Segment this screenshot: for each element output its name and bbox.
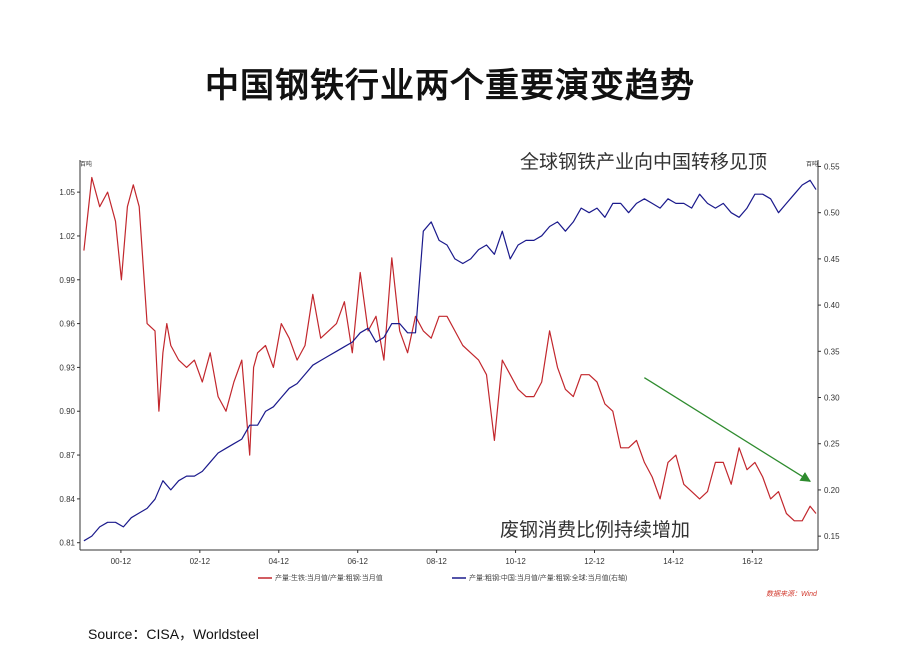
right-tick-label: 0.25	[824, 440, 840, 449]
left-tick-label: 1.05	[59, 188, 75, 197]
left-tick-label: 0.84	[59, 495, 75, 504]
series-line-pig-iron-ratio	[83, 176, 817, 522]
x-tick-label: 16-12	[742, 557, 763, 566]
trend-arrow	[644, 377, 811, 482]
x-tick-label: 00-12	[111, 557, 132, 566]
right-axis-ticks: 0.55 0.50 0.45 0.40 0.35 0.30 0.25 0.20 0.15	[818, 162, 840, 541]
x-tick-label: 06-12	[347, 557, 368, 566]
source-note: Source：CISA，Worldsteel	[88, 626, 259, 642]
left-axis-ticks: 1.05 1.02 0.99 0.96 0.93 0.90 0.87 0.84 0.81	[59, 188, 80, 548]
left-tick-label: 0.87	[59, 451, 75, 460]
right-tick-label: 0.50	[824, 209, 840, 218]
x-axis-ticks: 00-12 02-12 04-12 06-12 08-12 10-12 12-12 14-12…	[111, 550, 763, 566]
x-tick-label: 12-12	[584, 557, 605, 566]
right-tick-label: 0.35	[824, 347, 840, 356]
right-tick-label: 0.20	[824, 486, 840, 495]
left-tick-label: 0.93	[59, 363, 75, 372]
chart-axes	[79, 160, 819, 551]
x-tick-label: 10-12	[505, 557, 526, 566]
x-tick-label: 14-12	[663, 557, 684, 566]
page-title: 中国钢铁行业两个重要演变趋势	[205, 66, 695, 106]
right-axis-unit: 百吨	[806, 160, 818, 168]
x-tick-label: 04-12	[269, 557, 290, 566]
left-tick-label: 0.81	[59, 539, 75, 548]
right-tick-label: 0.30	[824, 394, 840, 403]
legend-label-left-series: 产量:生铁:当月值/产量:粗钢:当月值	[275, 573, 383, 582]
series-line-china-share	[83, 179, 817, 542]
annotation-bottom-right: 废钢消费比例持续增加	[500, 519, 690, 541]
x-tick-label: 02-12	[190, 557, 211, 566]
right-tick-label: 0.45	[824, 255, 840, 264]
legend-label-right-series: 产量:粗钢:中国:当月值/产量:粗钢:全球:当月值(右轴)	[469, 573, 627, 582]
left-tick-label: 0.90	[59, 407, 75, 416]
left-tick-label: 1.02	[59, 232, 75, 241]
left-tick-label: 0.96	[59, 320, 75, 329]
right-tick-label: 0.15	[824, 532, 840, 541]
right-tick-label: 0.55	[824, 162, 840, 171]
data-source-watermark: 数据来源：Wind	[766, 590, 818, 598]
left-tick-label: 0.99	[59, 276, 75, 285]
left-axis-unit: 百吨	[80, 160, 92, 168]
right-tick-label: 0.40	[824, 301, 840, 310]
legend: 产量:生铁:当月值/产量:粗钢:当月值 产量:粗钢:中国:当月值/产量:粗钢:全…	[258, 573, 627, 582]
series-lines	[83, 176, 817, 542]
line-chart: 1.05 1.02 0.99 0.96 0.93 0.90 0.87 0.84 0.81 0.5…	[59, 151, 840, 598]
trend-arrow-line	[644, 377, 811, 482]
annotation-top-right: 全球钢铁产业向中国转移见顶	[520, 151, 767, 173]
x-tick-label: 08-12	[426, 557, 447, 566]
